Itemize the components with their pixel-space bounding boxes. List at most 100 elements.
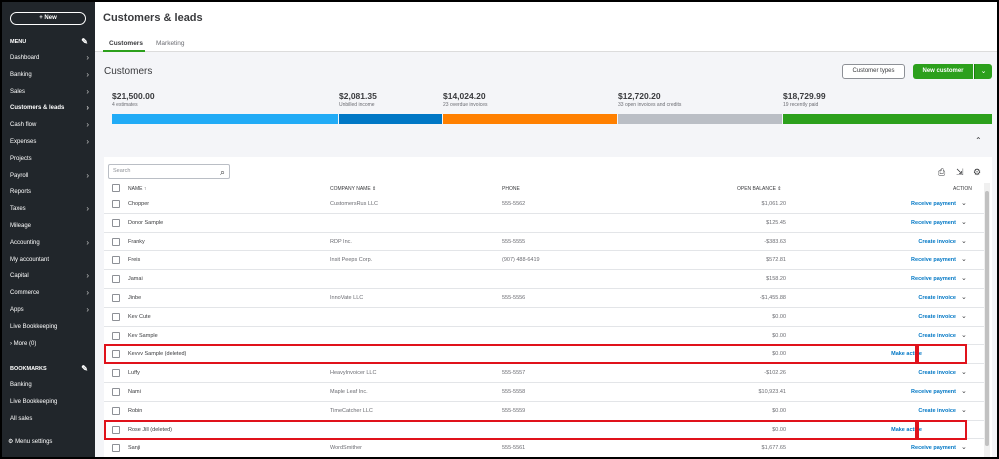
sidebar-item[interactable]: Projects xyxy=(2,151,95,168)
print-icon[interactable]: ⎙ xyxy=(938,167,946,177)
sidebar-item[interactable]: My accountant xyxy=(2,252,95,269)
customer-name[interactable]: Kev Sample xyxy=(128,332,158,339)
sidebar-item[interactable]: Capital › xyxy=(2,268,95,285)
customer-name[interactable]: Kevvv Sample (deleted) xyxy=(128,351,187,358)
customer-name[interactable]: Freis xyxy=(128,257,141,264)
customer-name[interactable]: Luffy xyxy=(128,370,140,377)
row-checkbox[interactable] xyxy=(112,388,120,396)
chevron-down-icon[interactable]: ⌄ xyxy=(961,444,967,452)
row-checkbox[interactable] xyxy=(112,237,120,246)
new-customer-button[interactable]: New customer xyxy=(913,64,973,79)
sidebar-item[interactable]: Commerce › xyxy=(2,285,95,302)
row-action-link[interactable]: Create invoice xyxy=(918,238,956,245)
sidebar-item[interactable]: Cash flow › xyxy=(2,117,95,134)
row-action-link[interactable]: Receive payment xyxy=(911,201,956,207)
summary-open[interactable]: $12,720.20 33 open invoices and credits xyxy=(618,91,681,108)
col-balance[interactable]: OPEN BALANCE ⇕ xyxy=(737,186,782,192)
table-row[interactable]: Luffy HeavyInvoicer LLC 555-5557 -$102.26 Cr… xyxy=(104,364,984,383)
tab-customers[interactable]: Customers xyxy=(109,40,143,47)
sidebar-item[interactable]: › More (0) xyxy=(2,336,95,353)
chevron-down-icon[interactable]: ⌄ xyxy=(961,406,967,414)
row-checkbox[interactable] xyxy=(112,331,120,340)
row-checkbox[interactable] xyxy=(112,406,120,415)
customer-name[interactable]: Jamai xyxy=(128,276,143,283)
customer-name[interactable]: Chopper xyxy=(128,201,150,207)
table-row[interactable]: Kev Cute $0.00 Create invoice ⌄ xyxy=(104,308,984,327)
customer-name[interactable]: Robin xyxy=(128,407,143,414)
sidebar-item[interactable]: Accounting › xyxy=(2,235,95,252)
scrollbar[interactable] xyxy=(984,183,990,457)
chevron-down-icon[interactable]: ⌄ xyxy=(961,275,967,283)
export-icon[interactable]: ⇲ xyxy=(956,167,964,177)
table-row[interactable]: Kev Sample $0.00 Create invoice ⌄ xyxy=(104,327,984,346)
sidebar-item[interactable]: Banking › xyxy=(2,67,95,84)
row-checkbox[interactable] xyxy=(112,425,120,434)
row-action-link[interactable]: Create invoice xyxy=(918,313,956,320)
summary-paid[interactable]: $18,729.99 19 recently paid xyxy=(783,91,826,108)
bar-overdue[interactable] xyxy=(443,114,617,124)
bookmark-item[interactable]: Banking xyxy=(10,382,32,388)
customer-name[interactable]: Jinbe xyxy=(128,295,142,301)
customer-name[interactable]: Kev Cute xyxy=(128,313,151,320)
row-checkbox[interactable] xyxy=(112,200,120,208)
gear-icon[interactable]: ⚙ xyxy=(973,167,982,177)
summary-overdue[interactable]: $14,024.20 23 overdue invoices xyxy=(443,91,487,108)
table-row[interactable]: Robin TimeCatcher LLC 555-5559 $0.00 Create … xyxy=(104,402,984,421)
row-action-link[interactable]: Make active xyxy=(891,426,922,433)
chevron-up-icon[interactable]: ⌃ xyxy=(975,136,982,145)
table-row[interactable]: Sanji WordSmither 555-5561 $1,677.65 Receive… xyxy=(104,439,984,457)
sidebar-item[interactable]: Payroll › xyxy=(2,168,95,185)
row-action-link[interactable]: Create invoice xyxy=(918,332,956,339)
customer-name[interactable]: Donor Sample xyxy=(128,219,164,226)
scroll-thumb[interactable] xyxy=(985,191,989,446)
tab-marketing[interactable]: Marketing xyxy=(156,40,185,47)
col-name[interactable]: NAME ↑ xyxy=(128,186,147,192)
row-action-link[interactable]: Make active xyxy=(891,351,922,358)
bar-paid[interactable] xyxy=(783,114,992,124)
customer-name[interactable]: Sanji xyxy=(128,445,141,452)
chevron-down-icon[interactable]: ⌄ xyxy=(961,200,967,207)
col-company[interactable]: COMPANY NAME ⇕ xyxy=(330,186,377,192)
chevron-down-icon[interactable]: ⌄ xyxy=(961,218,967,226)
pencil-icon[interactable]: ✎ xyxy=(81,364,88,373)
summary-unbilled[interactable]: $2,081.35 Unbilled income xyxy=(339,91,377,108)
search-input[interactable]: Search ⌕ xyxy=(108,164,230,179)
table-row[interactable]: Jinbe InnoVate LLC 555-5556 -$1,455.88 Creat… xyxy=(104,289,984,308)
row-checkbox[interactable] xyxy=(112,294,120,302)
sidebar-item[interactable]: Dashboard › xyxy=(2,50,95,67)
sidebar-item[interactable]: Live Bookkeeping xyxy=(2,319,95,336)
chevron-down-icon[interactable]: ⌄ xyxy=(961,331,967,339)
row-action-link[interactable]: Receive payment xyxy=(911,389,956,395)
chevron-down-icon[interactable]: ⌄ xyxy=(961,256,967,264)
sidebar-item[interactable]: Expenses › xyxy=(2,134,95,151)
row-action-link[interactable]: Create invoice xyxy=(918,295,956,301)
chevron-down-icon[interactable]: ⌄ xyxy=(961,388,967,395)
table-row[interactable]: Chopper CustomersRus LLC 555-5562 $1,061.20… xyxy=(104,195,984,214)
row-checkbox[interactable] xyxy=(112,256,120,265)
row-action-link[interactable]: Create invoice xyxy=(918,370,956,377)
row-action-link[interactable]: Create invoice xyxy=(918,407,956,414)
customer-name[interactable]: Nami xyxy=(128,389,141,395)
row-action-link[interactable]: Receive payment xyxy=(911,276,956,283)
select-all-checkbox[interactable] xyxy=(112,184,120,192)
table-row[interactable]: Freis Insit Peeps Corp. (907) 488-6419 $572… xyxy=(104,251,984,271)
chevron-down-icon[interactable]: ⌄ xyxy=(961,369,967,377)
summary-estimates[interactable]: $21,500.00 4 estimates xyxy=(112,91,155,108)
row-checkbox[interactable] xyxy=(112,275,120,284)
row-checkbox[interactable] xyxy=(112,444,120,453)
sidebar-item[interactable]: Reports xyxy=(2,184,95,201)
chevron-down-icon[interactable]: ⌄ xyxy=(961,294,967,301)
chevron-down-icon[interactable]: ⌄ xyxy=(961,312,967,320)
menu-settings[interactable]: ⚙ Menu settings xyxy=(8,438,52,445)
row-action-link[interactable]: Receive payment xyxy=(911,219,956,226)
bookmark-item[interactable]: Live Bookkeeping xyxy=(10,398,58,405)
row-action-link[interactable]: Receive payment xyxy=(911,257,956,264)
sidebar-item[interactable]: Taxes › xyxy=(2,201,95,218)
row-checkbox[interactable] xyxy=(112,218,120,227)
pencil-icon[interactable]: ✎ xyxy=(81,37,88,46)
table-row[interactable]: Nami Maple Leaf Inc. 555-5558 $10,923.41 Rec… xyxy=(104,383,984,402)
bar-estimates[interactable] xyxy=(112,114,338,124)
sidebar-item[interactable]: Sales › xyxy=(2,84,95,101)
row-checkbox[interactable] xyxy=(112,350,120,359)
customer-name[interactable]: Franky xyxy=(128,238,145,245)
